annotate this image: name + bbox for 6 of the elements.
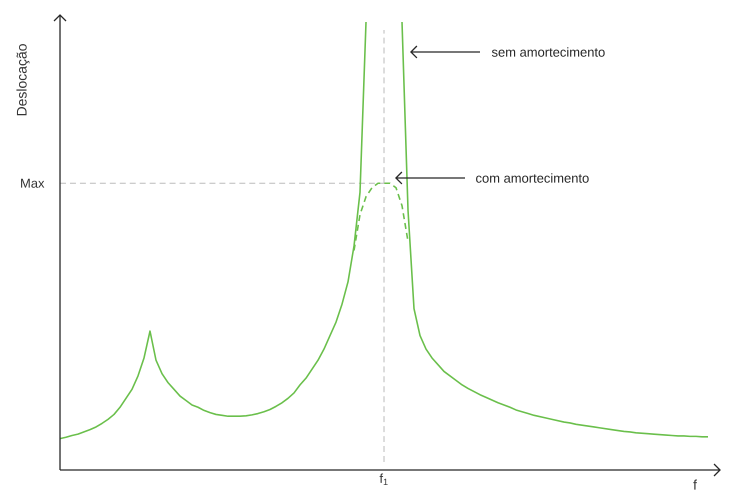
- y-axis-title: Deslocação: [16, 44, 30, 116]
- ref-line-label: Max: [21, 178, 44, 188]
- x-axis-title: f: [693, 480, 697, 490]
- annotation: com amortecimento: [476, 173, 589, 183]
- text: f$_{1}$: [380, 474, 388, 485]
- annotation: sem amortecimento: [492, 47, 605, 57]
